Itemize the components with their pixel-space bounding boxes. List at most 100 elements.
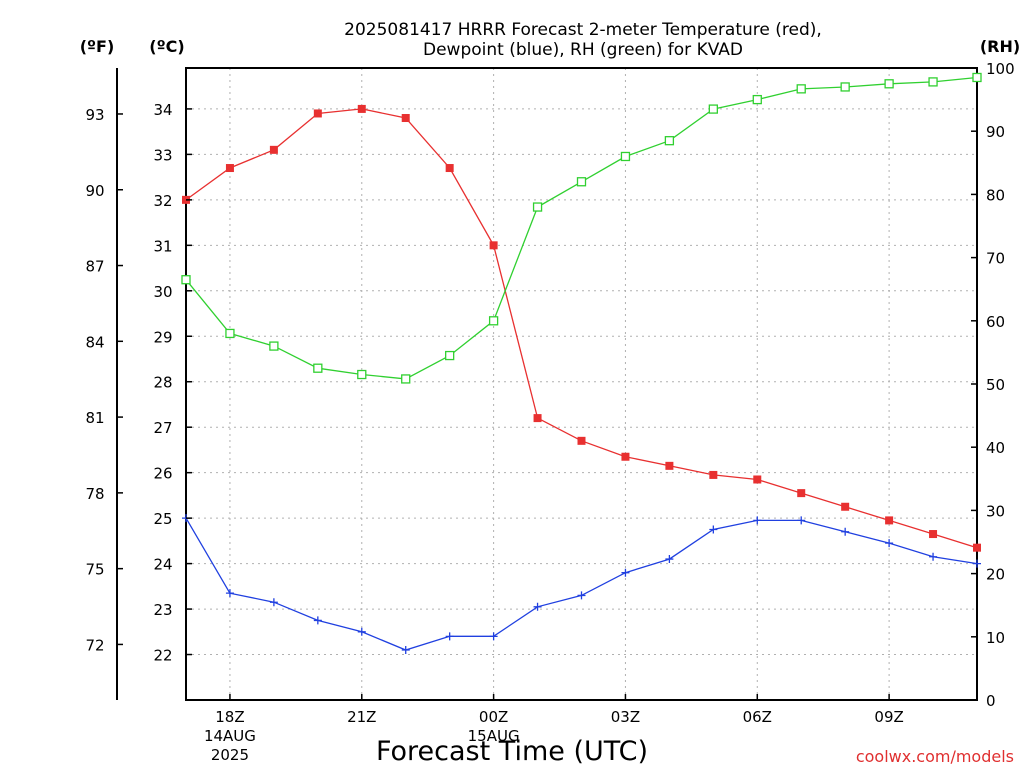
dewpoint-point [269,598,278,607]
temperature-point [445,164,454,173]
dewpoint-point [445,632,454,641]
relative_humidity-point [181,275,191,285]
dewpoint-point [973,559,981,568]
fahrenheit-tick-label: 75 [85,561,104,579]
relative_humidity-point [357,369,367,380]
dewpoint-point [885,539,894,548]
temperature-point [753,475,762,484]
temperature-line [185,108,978,549]
relative_humidity-point [225,328,235,339]
chart-title: 2025081417 HRRR Forecast 2-meter Tempera… [344,20,822,60]
x-tick-label: 2025 [211,746,249,764]
temperature-point [269,145,278,154]
dewpoint-point [357,627,366,636]
dewpoint-point [709,525,718,534]
x-tick-label: 06Z [743,708,772,726]
fahrenheit-tick-label: 87 [85,258,104,276]
fahrenheit-unit-label: (ºF) [80,37,115,56]
celsius-tick-label: 32 [153,192,172,210]
fahrenheit-tick-label: 84 [85,333,104,351]
temperature-point [489,241,498,250]
temperature-point [797,489,806,498]
rh-unit-label: (RH) [980,37,1020,56]
temperature-point [709,470,718,479]
x-tick-label: 03Z [611,708,640,726]
dewpoint-point [577,591,586,600]
rh-tick-label: 0 [986,692,996,710]
rh-tick-label: 30 [986,502,1005,520]
relative_humidity-point [313,363,323,373]
celsius-tick-label: 28 [153,374,172,392]
relative_humidity-point [401,374,411,384]
relative_humidity-point [972,72,982,83]
temperature-point [841,502,850,511]
celsius-tick-label: 34 [153,101,172,119]
temperature-point [621,452,630,461]
temperature-point [665,461,674,470]
temperature-point [929,530,938,539]
celsius-tick-label: 30 [153,283,172,301]
credit-label: coolwx.com/models [856,747,1014,766]
x-axis-title: Forecast Time (UTC) [376,736,648,767]
rh-tick-label: 90 [986,123,1005,141]
relative_humidity-point [532,202,543,212]
celsius-unit-label: (ºC) [149,37,184,56]
celsius-tick-label: 29 [153,328,172,346]
relative_humidity-point [664,136,675,146]
fahrenheit-tick-label: 72 [85,636,104,654]
relative_humidity-point [445,350,455,361]
rh-tick-label: 100 [986,60,1015,78]
dewpoint-point [533,602,542,611]
relative_humidity-point [488,316,499,326]
celsius-tick-label: 27 [153,419,172,437]
relative_humidity-line [185,76,978,380]
celsius-tick-label: 25 [153,510,172,528]
rh-tick-label: 20 [986,566,1005,584]
temperature-point [225,164,234,173]
relative_humidity-point [796,84,806,94]
celsius-tick-label: 23 [153,601,172,619]
temperature-point [885,516,894,525]
x-tick-label: 00Z [479,708,508,726]
celsius-tick-label: 24 [153,556,172,574]
relative_humidity-point [884,79,894,89]
x-tick-label: 15AUG [468,727,520,745]
fahrenheit-tick-label: 78 [85,485,104,503]
grid-lines [186,68,977,700]
chart-title-line-1: 2025081417 HRRR Forecast 2-meter Tempera… [344,20,822,40]
chart-title-line-2: Dewpoint (blue), RH (green) for KVAD [423,40,743,60]
x-tick-label: 14AUG [204,727,256,745]
dewpoint-point [665,555,674,564]
fahrenheit-tick-label: 81 [85,409,104,427]
temperature-point [357,104,366,113]
fahrenheit-tick-label: 93 [85,106,104,124]
rh-tick-label: 60 [986,313,1005,331]
temperature-point [577,436,586,445]
relative_humidity-point [269,341,279,351]
rh-tick-label: 40 [986,439,1005,457]
fahrenheit-tick-label: 90 [85,182,104,200]
celsius-tick-label: 22 [153,647,172,665]
rh-tick-label: 80 [986,186,1005,204]
dewpoint-point [313,616,322,625]
rh-tick-label: 50 [986,376,1005,394]
dewpoint-line [185,517,978,651]
plot-frame [185,67,978,701]
relative_humidity-point [752,94,762,105]
x-tick-label: 18Z [215,708,244,726]
relative_humidity-point [708,104,718,114]
axes [116,67,978,701]
relative_humidity-point [576,177,587,187]
x-tick-label: 09Z [874,708,903,726]
celsius-tick-label: 26 [153,465,172,483]
relative_humidity-point [620,151,631,162]
rh-tick-label: 10 [986,629,1005,647]
dewpoint-point [489,632,498,641]
celsius-tick-label: 31 [153,237,172,255]
x-tick-label: 21Z [347,708,376,726]
dewpoint-point [797,516,806,525]
relative_humidity-point [928,77,938,87]
dewpoint-point [929,552,938,561]
dewpoint-point [753,516,762,525]
